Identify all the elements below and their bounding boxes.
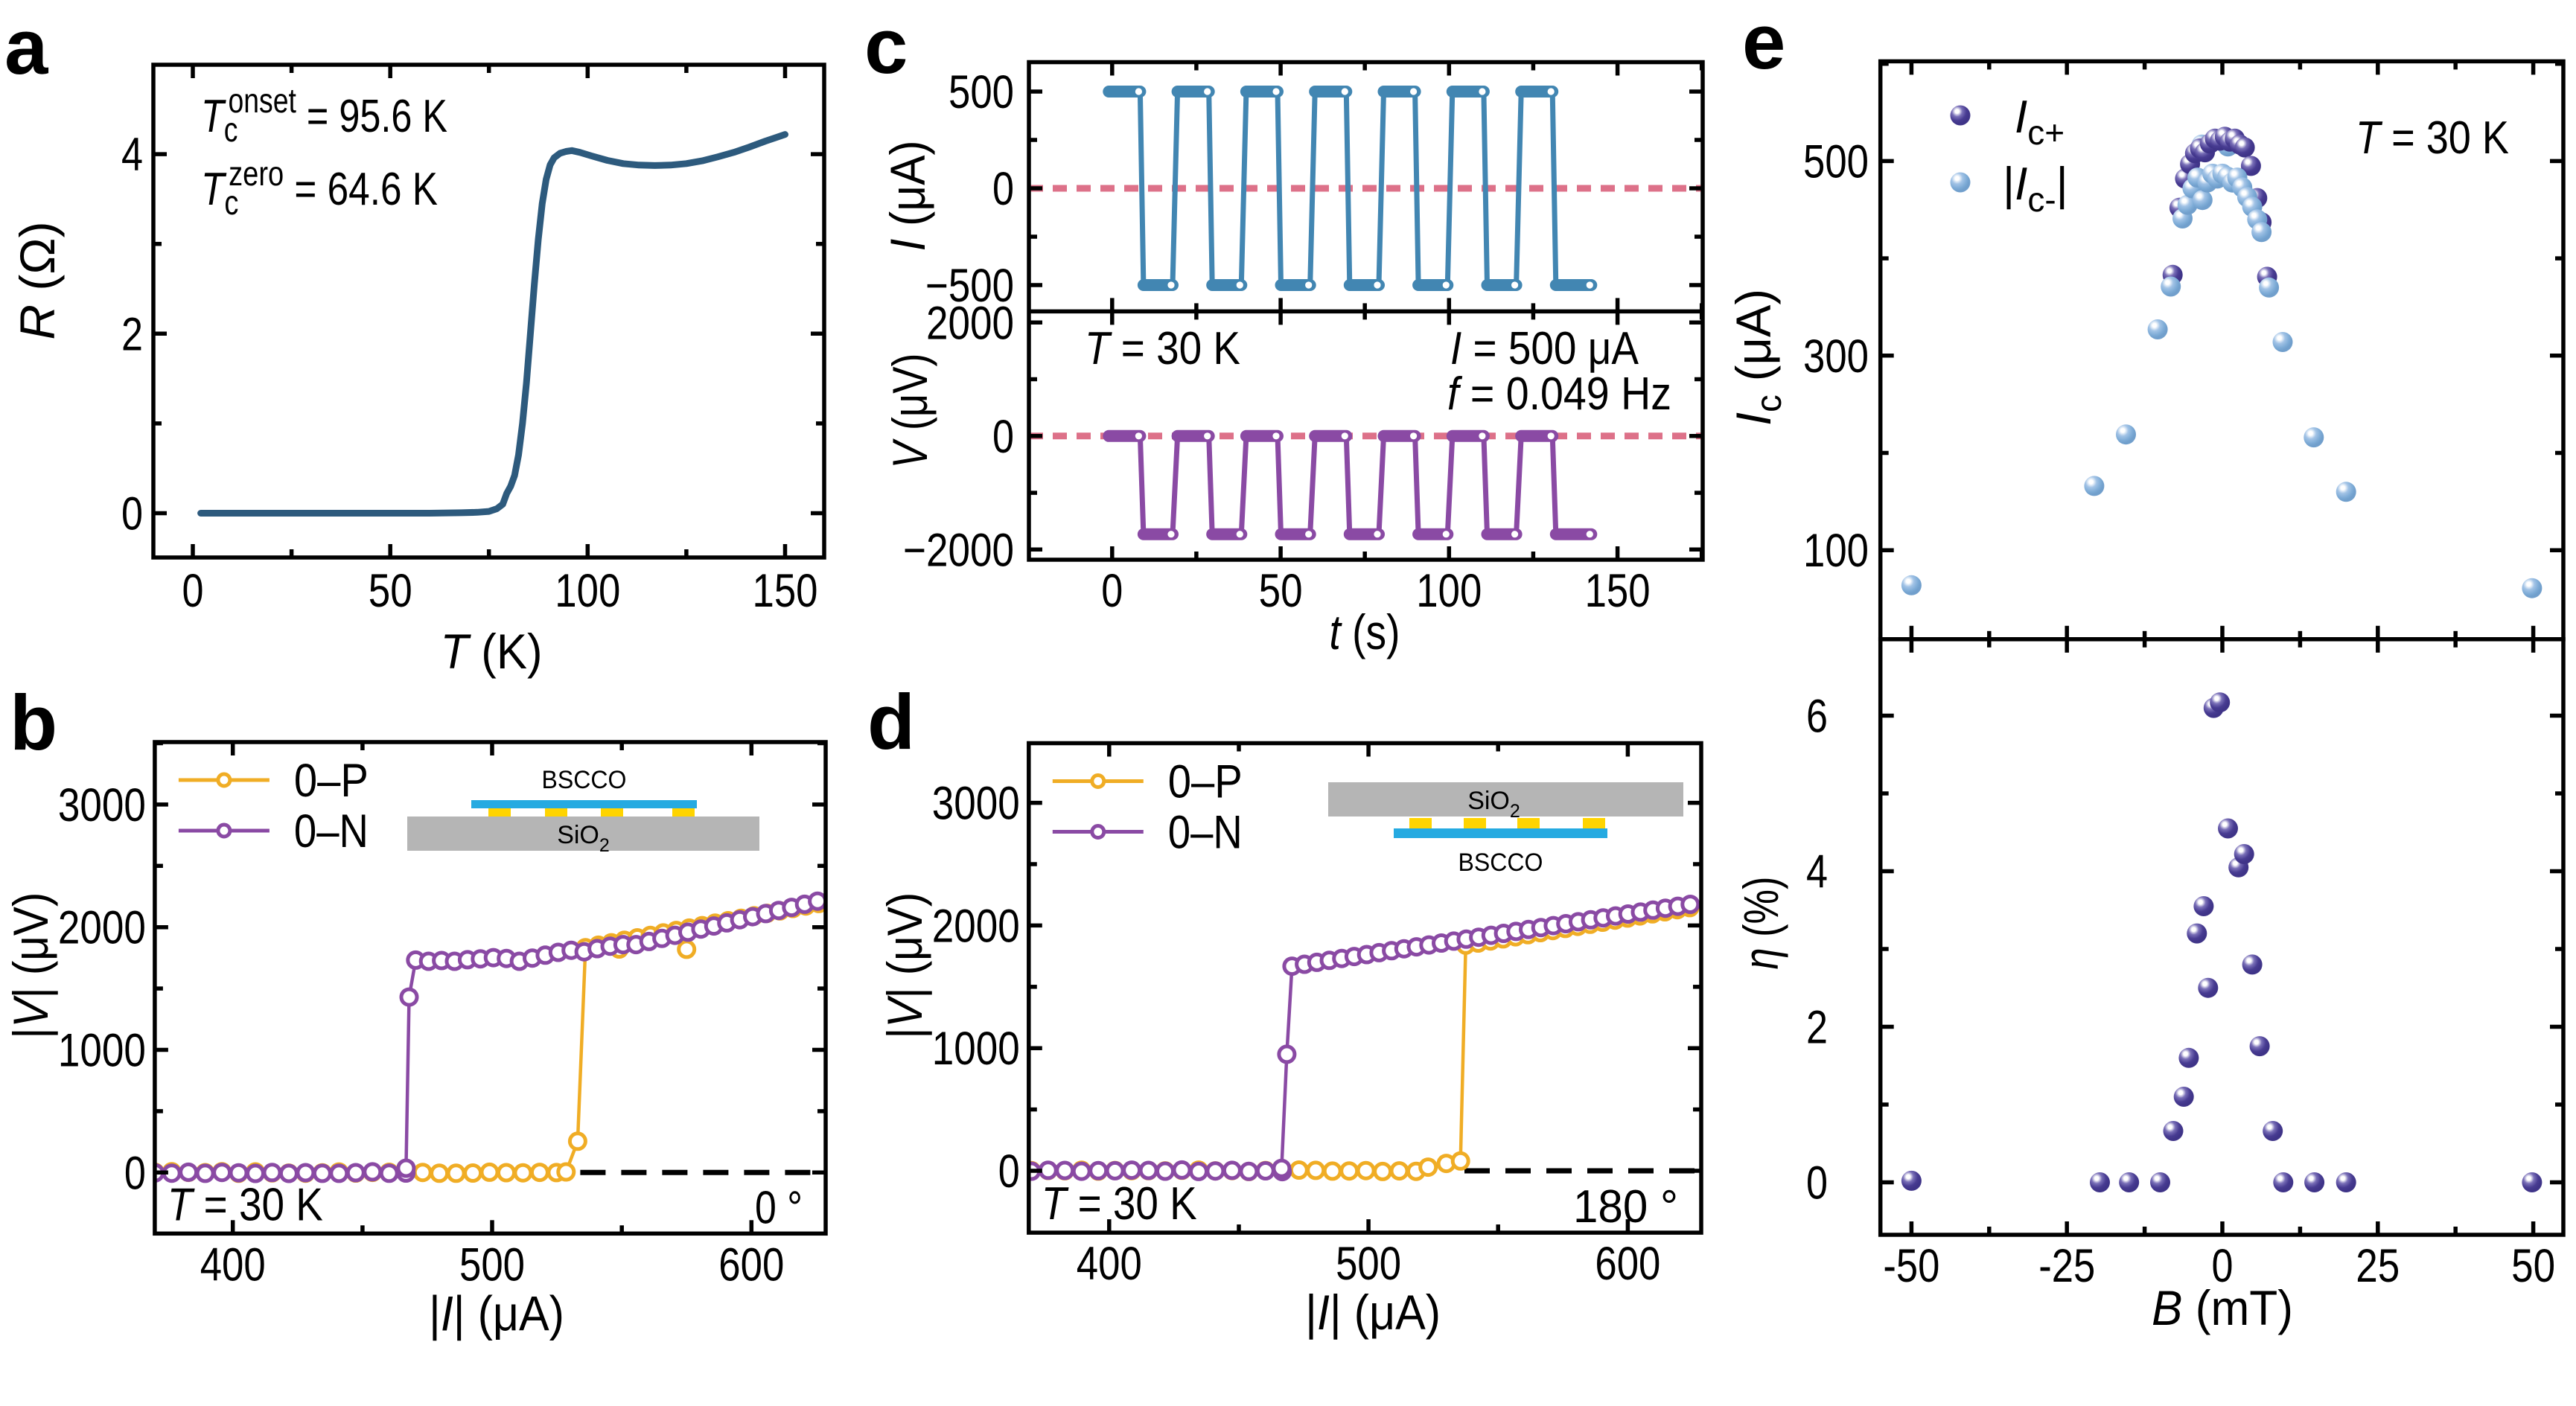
svg-text:50: 50 <box>369 565 412 617</box>
svg-text:T = 30 K: T = 30 K <box>2356 112 2509 164</box>
svg-text:0–N: 0–N <box>1168 807 1243 859</box>
svg-text:2000: 2000 <box>926 297 1014 349</box>
svg-text:0–P: 0–P <box>294 755 369 807</box>
svg-text:|V| (μV): |V| (μV) <box>3 892 58 1039</box>
svg-text:T (K): T (K) <box>441 624 543 679</box>
svg-text:Tczero = 64.6 K: Tczero = 64.6 K <box>201 154 438 222</box>
svg-text:500: 500 <box>949 66 1014 118</box>
svg-text:500: 500 <box>459 1239 525 1291</box>
svg-text:B (mT): B (mT) <box>2152 1280 2293 1335</box>
svg-text:50: 50 <box>2511 1240 2555 1292</box>
svg-text:−2000: −2000 <box>903 524 1014 576</box>
svg-text:2: 2 <box>121 308 143 360</box>
svg-text:T = 30 K: T = 30 K <box>1085 323 1240 374</box>
svg-text:I = 500 μA: I = 500 μA <box>1450 323 1639 374</box>
svg-text:c: c <box>864 3 908 90</box>
svg-text:6: 6 <box>1806 691 1828 743</box>
svg-text:T = 30 K: T = 30 K <box>1042 1178 1197 1230</box>
svg-text:180 °: 180 ° <box>1573 1181 1678 1233</box>
svg-text:R (Ω): R (Ω) <box>10 222 65 340</box>
svg-text:0 °: 0 ° <box>755 1182 803 1233</box>
svg-text:0: 0 <box>124 1147 146 1199</box>
svg-text:f = 0.049 Hz: f = 0.049 Hz <box>1447 368 1671 420</box>
svg-text:-50: -50 <box>1883 1240 1939 1292</box>
svg-text:0: 0 <box>1806 1157 1828 1210</box>
svg-text:100: 100 <box>1803 525 1869 577</box>
svg-text:150: 150 <box>753 565 818 617</box>
svg-text:BSCCO: BSCCO <box>542 766 627 794</box>
svg-text:BSCCO: BSCCO <box>1458 849 1543 877</box>
svg-text:d: d <box>867 679 915 766</box>
svg-text:300: 300 <box>1803 330 1869 383</box>
svg-text:100: 100 <box>555 565 620 617</box>
svg-text:25: 25 <box>2356 1240 2400 1292</box>
svg-text:−500: −500 <box>925 260 1014 312</box>
svg-text:0: 0 <box>998 1145 1020 1198</box>
svg-text:0: 0 <box>121 488 143 540</box>
svg-text:600: 600 <box>1595 1238 1660 1290</box>
svg-text:|I| (μA): |I| (μA) <box>1305 1285 1441 1340</box>
svg-text:|V| (μV): |V| (μV) <box>877 892 932 1039</box>
svg-text:V (μV): V (μV) <box>882 354 937 469</box>
svg-text:4: 4 <box>121 129 143 181</box>
svg-text:3000: 3000 <box>932 778 1020 830</box>
svg-text:|Ic-|: |Ic-| <box>2003 159 2068 219</box>
svg-text:500: 500 <box>1803 135 1869 188</box>
svg-text:b: b <box>10 680 57 767</box>
svg-text:400: 400 <box>1077 1238 1142 1290</box>
svg-text:0: 0 <box>992 411 1014 463</box>
svg-text:t (s): t (s) <box>1330 604 1400 659</box>
svg-text:500: 500 <box>1336 1238 1401 1290</box>
svg-text:2000: 2000 <box>58 902 146 954</box>
svg-text:I (μA): I (μA) <box>880 140 935 251</box>
svg-text:0: 0 <box>2212 1240 2234 1292</box>
svg-text:-25: -25 <box>2038 1240 2095 1292</box>
svg-text:100: 100 <box>1416 565 1482 617</box>
svg-text:0–N: 0–N <box>294 805 369 857</box>
svg-text:T = 30 K: T = 30 K <box>168 1179 323 1230</box>
svg-text:SiO2: SiO2 <box>557 821 610 856</box>
svg-text:4: 4 <box>1806 846 1828 898</box>
svg-text:Ic (μA): Ic (μA) <box>1726 289 1789 426</box>
svg-text:e: e <box>1742 0 1785 86</box>
svg-text:SiO2: SiO2 <box>1467 787 1520 822</box>
svg-text:Tconset = 95.6 K: Tconset = 95.6 K <box>201 81 447 149</box>
svg-text:0: 0 <box>182 565 204 617</box>
svg-text:η (%): η (%) <box>1733 877 1788 970</box>
svg-text:Ic+: Ic+ <box>2015 92 2065 152</box>
svg-text:a: a <box>4 4 49 91</box>
svg-text:0: 0 <box>992 163 1014 215</box>
svg-text:400: 400 <box>200 1239 266 1291</box>
svg-text:3000: 3000 <box>58 779 146 831</box>
svg-text:1000: 1000 <box>932 1023 1020 1075</box>
svg-text:150: 150 <box>1585 565 1651 617</box>
svg-text:0–P: 0–P <box>1168 756 1243 808</box>
svg-text:600: 600 <box>718 1239 784 1291</box>
svg-text:2: 2 <box>1806 1002 1828 1054</box>
svg-text:50: 50 <box>1259 565 1303 617</box>
svg-text:2000: 2000 <box>932 900 1020 952</box>
svg-text:1000: 1000 <box>58 1025 146 1077</box>
svg-text:|I| (μA): |I| (μA) <box>429 1285 564 1341</box>
svg-text:0: 0 <box>1101 565 1123 617</box>
